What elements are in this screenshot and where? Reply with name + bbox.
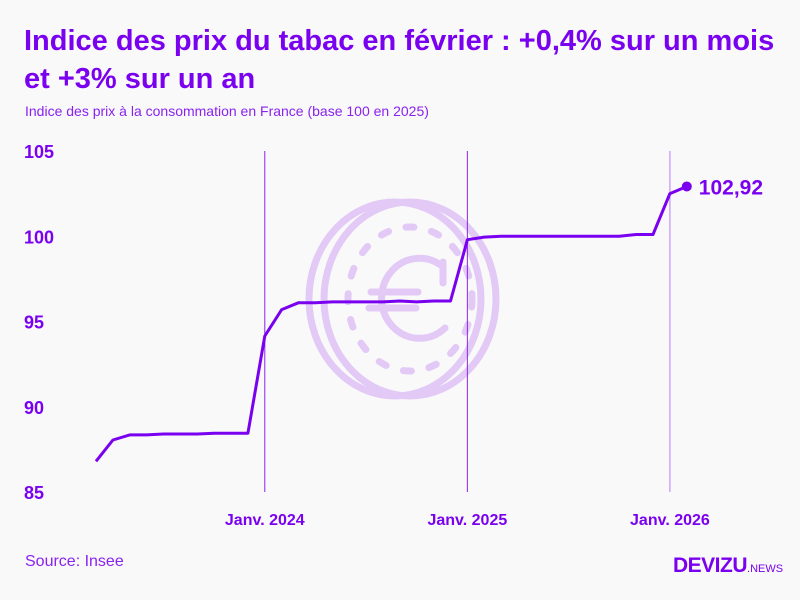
logo-suffix: .NEWS: [747, 563, 784, 575]
x-tick-label: Janv. 2026: [630, 512, 710, 529]
y-tick-label: 100: [24, 227, 54, 247]
y-tick-label: 95: [24, 313, 44, 333]
brand-logo: DEVIZU.NEWS: [673, 554, 783, 578]
y-tick-label: 105: [24, 142, 54, 162]
source-note: Source: Insee: [25, 553, 124, 570]
last-data-point: [681, 181, 692, 192]
x-tick-label: Janv. 2025: [427, 512, 507, 529]
euro-coin-icon: [305, 198, 500, 400]
chart-title: Indice des prix du tabac en février : +0…: [24, 25, 775, 95]
y-tick-label: 90: [24, 398, 44, 418]
x-tick-label: Janv. 2024: [225, 512, 305, 529]
last-value-label: 102,92: [699, 176, 763, 199]
series-line: [94, 185, 688, 463]
logo-main: DEVIZU: [673, 554, 748, 577]
chart-subtitle: Indice des prix à la consommation en Fra…: [25, 103, 429, 119]
y-tick-label: 85: [24, 483, 44, 503]
